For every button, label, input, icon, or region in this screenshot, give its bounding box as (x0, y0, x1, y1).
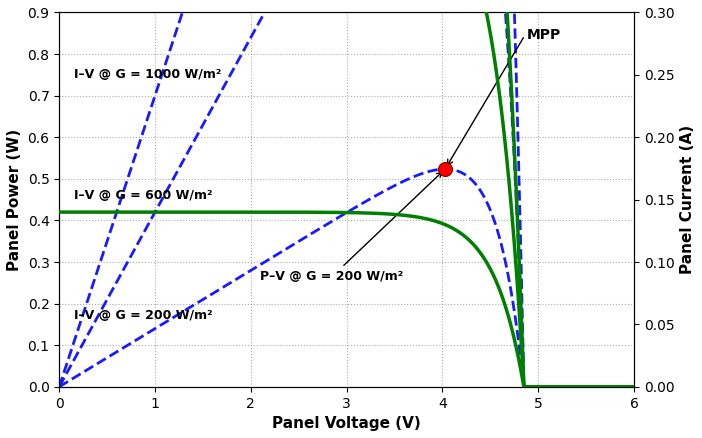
Y-axis label: Panel Power (W): Panel Power (W) (7, 128, 22, 271)
Text: P–V @ G = 1000 W/m²: P–V @ G = 1000 W/m² (0, 437, 1, 438)
Text: I–V @ G = 600 W/m²: I–V @ G = 600 W/m² (74, 189, 212, 201)
Y-axis label: Panel Current (A): Panel Current (A) (680, 125, 695, 274)
Text: P–V @ G = 200 W/m²: P–V @ G = 200 W/m² (260, 172, 442, 283)
Text: I–V @ G = 1000 W/m²: I–V @ G = 1000 W/m² (74, 68, 221, 81)
X-axis label: Panel Voltage (V): Panel Voltage (V) (272, 416, 421, 431)
Text: P–V @ G = 600 W/m²: P–V @ G = 600 W/m² (0, 437, 1, 438)
Text: MPP: MPP (526, 28, 561, 42)
Text: I–V @ G = 200 W/m²: I–V @ G = 200 W/m² (74, 309, 212, 322)
